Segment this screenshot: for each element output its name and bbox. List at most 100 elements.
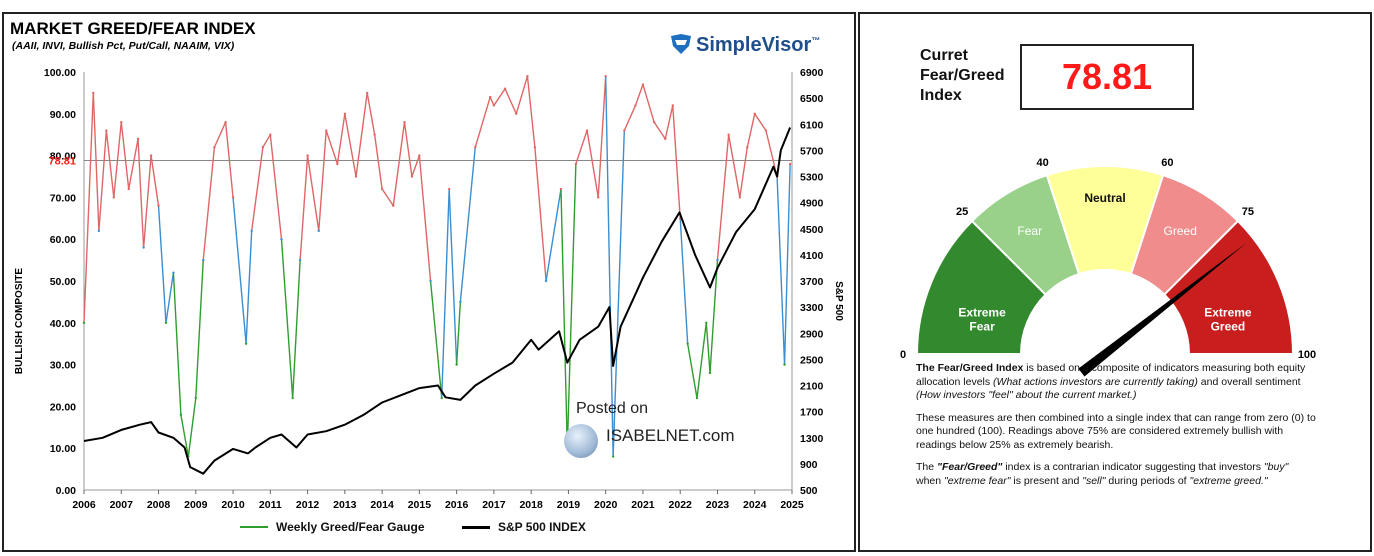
- gauge-series: [82, 74, 792, 458]
- gauge-series-segment: [98, 130, 108, 231]
- gauge-series-point: [716, 258, 719, 262]
- gauge-series-point: [317, 229, 320, 233]
- gauge-series-point: [280, 238, 283, 241]
- gauge-series-segment: [716, 134, 730, 261]
- gauge-series-segment: [355, 92, 368, 177]
- x-tick-label: 2018: [519, 499, 543, 511]
- gauge-band-label: Greed: [1164, 224, 1197, 238]
- gauge-series-segment: [696, 322, 707, 399]
- gauge-series-segment: [727, 134, 741, 198]
- y2-tick-label: 5300: [800, 172, 824, 184]
- gauge-series-point: [213, 146, 216, 149]
- gauge-series-segment: [250, 147, 264, 231]
- gauge-series-segment: [411, 155, 421, 177]
- desc-p3-c: index is a contrarian indicator suggesti…: [1002, 461, 1264, 473]
- gauge-series-segment: [325, 130, 339, 165]
- gauge-series-point: [440, 396, 443, 400]
- chart-subtitle: (AAII, INVI, Bullish Pct, Put/Call, NAAI…: [12, 40, 235, 52]
- gauge-series-segment: [336, 113, 346, 165]
- y2-tick-label: 500: [800, 485, 818, 497]
- gauge-series-point: [82, 321, 86, 324]
- gauge-series-point: [708, 371, 712, 375]
- gauge-series-point: [366, 91, 369, 95]
- gauge-series-segment: [213, 121, 227, 148]
- gauge-series-point: [392, 204, 395, 207]
- gauge-series-segment: [560, 189, 569, 449]
- gauge-series-segment: [634, 84, 644, 106]
- y-tick-label: 0.00: [56, 485, 77, 497]
- gauge-series-point: [194, 396, 197, 400]
- globe-icon: [564, 424, 598, 458]
- gauge-series-segment: [165, 272, 175, 323]
- x-tick-label: 2007: [110, 499, 134, 511]
- fear-greed-gauge: Extreme Fear Fear Neutral Greed Extreme Greed 0…: [900, 157, 1316, 377]
- gauge-series-point: [474, 146, 477, 149]
- gauge-needle: [1078, 242, 1247, 377]
- gauge-series-point: [764, 129, 768, 132]
- y-tick-label: 50.00: [50, 276, 76, 288]
- gauge-series-point: [403, 120, 406, 124]
- chart-title-group: MARKET GREED/FEAR INDEX (AAII, INVI, Bul…: [10, 19, 256, 52]
- gauge-series-segment: [120, 122, 130, 190]
- greed-fear-chart: MARKET GREED/FEAR INDEX (AAII, INVI, Bul…: [10, 19, 844, 511]
- y2-tick-label: 1700: [800, 407, 824, 419]
- gauge-series-point: [380, 187, 384, 191]
- gauge-series-segment: [586, 130, 599, 198]
- y-tick-label: 20.00: [50, 401, 76, 413]
- gauge-series-segment: [705, 322, 711, 374]
- description-p2: These measures are then combined into a …: [916, 411, 1316, 451]
- gauge-series-segment: [105, 130, 115, 198]
- gauge-series-segment: [455, 301, 462, 365]
- gauge-series-point: [705, 321, 708, 324]
- gauge-series-segment: [545, 188, 562, 282]
- gauge-series-segment: [344, 113, 357, 177]
- gauge-series-point: [261, 146, 265, 149]
- gauge-series-segment: [686, 343, 698, 399]
- gauge-series-point: [623, 129, 626, 132]
- y2-tick-label: 6100: [800, 119, 824, 131]
- gauge-series-point: [127, 187, 130, 191]
- current-index-label: Curret Fear/Greed Index: [920, 47, 1005, 104]
- desc-p3-e: when: [916, 474, 945, 487]
- y-tick-label: 80.00: [50, 151, 76, 163]
- legend-sp500-swatch: [462, 525, 490, 529]
- gauge-series-point: [559, 187, 563, 191]
- y2-tick-label: 4900: [800, 198, 824, 210]
- desc-p1-text2: and overall sentiment: [1197, 375, 1301, 388]
- current-value-label: 78.81: [48, 156, 76, 168]
- gauge-series-segment: [172, 272, 182, 415]
- y2-tick-label: 2900: [800, 328, 824, 340]
- gauge-series-segment: [575, 130, 588, 165]
- gauge-series-segment: [202, 147, 216, 261]
- gauge-series-point: [597, 196, 600, 199]
- x-tick-label: 2017: [482, 499, 506, 511]
- gauge-series-point: [515, 112, 518, 116]
- gauge-series-segment: [418, 155, 432, 282]
- legend-sp500-label: S&P 500 INDEX: [498, 520, 586, 534]
- gauge-tick-label: 40: [1036, 157, 1048, 169]
- gauge-band-label: Extreme Fear: [958, 305, 1006, 333]
- gauge-series-segment: [515, 75, 529, 114]
- sp500-series: [83, 127, 792, 475]
- gauge-band-label: Fear: [1017, 224, 1042, 238]
- x-tick-label: 2010: [221, 499, 245, 511]
- gauge-series-segment: [187, 397, 197, 457]
- y-tick-label: 90.00: [50, 109, 76, 121]
- y2-axis-label: S&P 500: [833, 281, 844, 321]
- gauge-series-segment: [504, 88, 517, 115]
- x-tick-label: 2016: [445, 499, 469, 511]
- gauge-series-point: [652, 120, 656, 124]
- current-index-value: 78.81: [1020, 44, 1194, 110]
- gauge-series-point: [574, 162, 578, 166]
- gauge-series-segment: [493, 88, 506, 106]
- gauge-series-point: [105, 129, 108, 132]
- y-tick-label: 100.00: [44, 67, 76, 79]
- x-tick-label: 2006: [72, 499, 96, 511]
- x-tick-label: 2024: [743, 499, 767, 511]
- gauge-series-point: [325, 129, 328, 132]
- gauge-series-segment: [612, 130, 626, 457]
- gauge-series-point: [354, 175, 358, 178]
- gauge-series-point: [533, 146, 537, 149]
- y2-tick-label: 5700: [800, 145, 824, 157]
- gauge-series-segment: [113, 122, 122, 198]
